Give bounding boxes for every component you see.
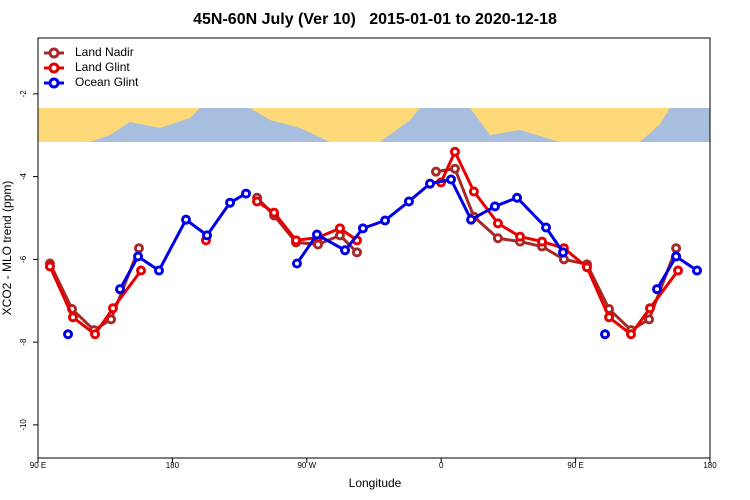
series-line	[48, 167, 678, 333]
data-point	[291, 235, 302, 246]
y-tick-label: -2	[19, 90, 28, 98]
data-point	[489, 201, 500, 212]
data-point	[425, 178, 435, 189]
data-point	[604, 312, 615, 323]
data-point	[466, 214, 477, 225]
y-tick-label: -10	[19, 419, 28, 431]
chart-title: 45N-60N July (Ver 10) 2015-01-01 to 2020…	[193, 11, 557, 28]
data-point	[541, 222, 552, 233]
data-point	[644, 303, 655, 314]
series-line	[48, 148, 680, 337]
data-point	[106, 314, 117, 325]
x-tick-label: 90 W	[297, 461, 316, 470]
data-point	[626, 329, 637, 340]
data-point	[357, 223, 368, 234]
data-point	[492, 233, 503, 244]
data-point	[449, 163, 460, 174]
legend-label: Land Nadir	[75, 45, 134, 59]
y-tick-label: -6	[19, 255, 28, 263]
x-tick-label: 180	[166, 461, 180, 470]
data-point	[600, 329, 611, 340]
data-point	[269, 207, 280, 218]
legend-label: Ocean Glint	[75, 75, 139, 89]
data-point	[537, 236, 547, 247]
data-point	[90, 329, 101, 340]
legend-swatch-marker	[48, 62, 60, 74]
data-point	[136, 265, 147, 276]
data-point	[241, 188, 252, 199]
data-point	[671, 251, 682, 262]
data-point	[334, 223, 345, 234]
legend-swatch-marker	[48, 47, 60, 59]
data-point	[133, 243, 144, 254]
map-land	[38, 108, 670, 142]
data-point	[202, 230, 213, 241]
data-point	[291, 258, 302, 269]
data-point	[449, 146, 460, 157]
data-point	[133, 251, 144, 262]
data-point	[114, 284, 125, 295]
x-tick-label: 0	[439, 461, 444, 470]
data-point	[651, 284, 662, 295]
data-point	[558, 247, 569, 258]
data-point	[673, 265, 684, 276]
data-point	[430, 166, 441, 177]
data-point	[107, 303, 118, 314]
x-axis-label: Longitude	[349, 476, 402, 490]
data-point	[252, 196, 263, 207]
data-point	[468, 186, 479, 197]
data-point	[644, 314, 655, 325]
data-point	[446, 174, 457, 185]
data-point	[351, 247, 362, 258]
data-point	[63, 329, 74, 340]
y-axis-label: XCO2 - MLO trend (ppm)	[0, 181, 14, 316]
data-point	[180, 214, 191, 225]
data-point	[67, 312, 78, 323]
y-tick-label: -8	[19, 338, 28, 346]
y-tick-label: -4	[19, 173, 28, 181]
data-point	[692, 265, 703, 276]
data-point	[581, 262, 592, 273]
legend-swatch-marker	[48, 77, 60, 89]
data-point	[515, 231, 526, 242]
data-point	[44, 261, 55, 272]
x-tick-label: 180	[703, 461, 717, 470]
data-point	[380, 215, 391, 226]
plot-frame	[37, 37, 711, 459]
x-tick-label: 90 E	[567, 461, 583, 470]
data-point	[512, 192, 523, 203]
data-point	[153, 265, 164, 276]
data-point	[403, 196, 414, 207]
x-tick-label: 90 E	[30, 461, 46, 470]
data-point	[340, 245, 351, 256]
data-point	[671, 243, 682, 254]
data-point	[225, 197, 236, 208]
legend-label: Land Glint	[75, 60, 130, 74]
data-point	[492, 218, 503, 229]
data-point	[311, 229, 322, 240]
